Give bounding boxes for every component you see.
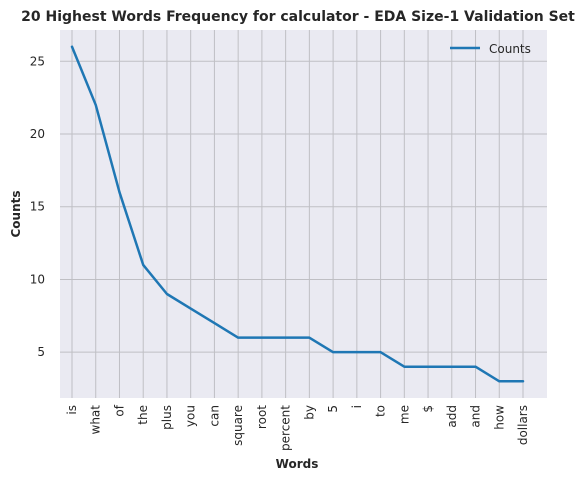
x-tick-label: add <box>445 405 459 428</box>
y-tick-label: 25 <box>30 54 45 68</box>
x-tick-label: 5 <box>326 405 340 413</box>
plot-background <box>60 30 547 398</box>
x-tick-label: what <box>89 405 103 435</box>
y-tick-labels: 5 10 15 20 25 <box>30 54 45 359</box>
y-axis-label: Counts <box>9 190 23 237</box>
x-tick-label: is <box>65 405 79 415</box>
x-tick-label: plus <box>160 405 174 430</box>
x-tick-label: the <box>136 405 150 425</box>
series-layer <box>70 45 525 383</box>
y-gridlines <box>60 60 547 353</box>
series-line-counts <box>70 45 525 383</box>
legend-label-counts: Counts <box>489 42 531 56</box>
x-tick-label: $ <box>421 405 435 413</box>
x-tick-label: you <box>184 405 198 427</box>
x-tick-label: me <box>397 405 411 424</box>
x-tick-label: percent <box>279 405 293 451</box>
x-tick-label: to <box>374 405 388 417</box>
x-tick-label: dollars <box>516 405 530 445</box>
x-tick-label: square <box>231 405 245 446</box>
x-axis-label: Words <box>276 457 319 471</box>
x-gridlines <box>71 30 524 398</box>
chart-title: 20 Highest Words Frequency for calculato… <box>21 9 575 25</box>
y-tick-label: 20 <box>30 127 45 141</box>
x-tick-label: by <box>302 405 316 420</box>
y-tick-label: 10 <box>30 272 45 286</box>
x-tick-label: and <box>469 405 483 428</box>
y-tick-label: 15 <box>30 200 45 214</box>
legend: Counts <box>450 42 531 56</box>
x-tick-labels: is what of the plus you can square root percent by… <box>65 404 530 451</box>
y-tick-label: 5 <box>37 345 45 359</box>
x-tick-label: root <box>255 405 269 429</box>
x-tick-label: can <box>207 405 221 427</box>
x-tick-label: of <box>112 404 126 416</box>
x-tick-label: how <box>492 405 506 430</box>
x-tick-label: i <box>350 405 364 408</box>
